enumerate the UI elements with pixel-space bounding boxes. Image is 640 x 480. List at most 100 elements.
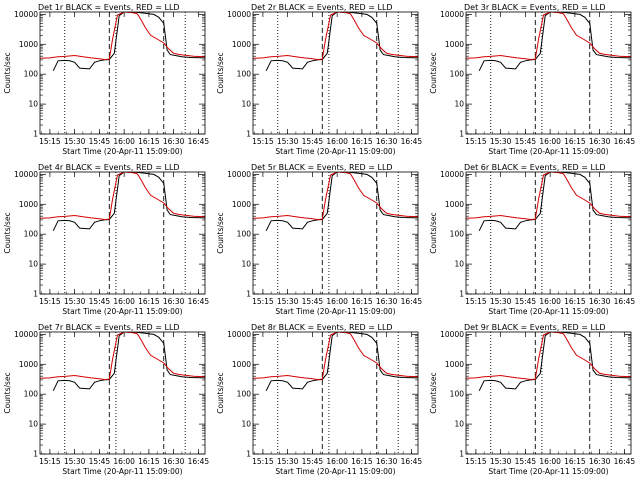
lld-series-line: [466, 172, 631, 221]
events-series-line: [265, 332, 418, 392]
x-tick-label: 16:30: [163, 457, 185, 466]
y-tick-label: 1000: [445, 360, 464, 369]
x-tick-label: 15:15: [465, 297, 487, 306]
x-axis-label: Start Time (20-Apr-11 15:09:00): [62, 307, 182, 316]
events-series-line: [52, 12, 205, 72]
x-tick-label: 16:00: [326, 297, 348, 306]
lld-series-line: [253, 12, 418, 61]
y-tick-label: 1000: [19, 40, 38, 49]
x-tick-label: 15:15: [465, 457, 487, 466]
x-tick-label: 16:15: [351, 297, 373, 306]
x-tick-label: 16:30: [376, 137, 398, 146]
y-tick-label: 1: [246, 130, 251, 139]
x-tick-label: 16:45: [614, 137, 636, 146]
y-tick-label: 10000: [227, 170, 251, 179]
x-tick-label: 16:15: [138, 137, 160, 146]
x-tick-label: 15:45: [89, 137, 111, 146]
x-tick-label: 16:45: [401, 297, 423, 306]
y-tick-label: 10000: [440, 330, 464, 339]
x-tick-label: 15:45: [515, 457, 537, 466]
y-tick-label: 100: [450, 70, 465, 79]
y-tick-label: 1000: [19, 360, 38, 369]
events-series-line: [478, 172, 631, 232]
x-tick-label: 15:30: [490, 137, 512, 146]
x-tick-label: 15:15: [39, 457, 61, 466]
lld-series-line: [466, 332, 631, 381]
chart-panel-5: Det 5r BLACK = Events, RED = LLD 1 10 100 10…: [216, 163, 422, 316]
y-tick-label: 100: [450, 390, 465, 399]
x-tick-label: 16:15: [564, 297, 586, 306]
x-tick-label: 15:30: [277, 457, 299, 466]
y-tick-label: 1: [33, 130, 38, 139]
lld-series-line: [253, 172, 418, 221]
x-tick-label: 15:30: [64, 457, 86, 466]
plot-frame: [465, 331, 632, 455]
chart-title: Det 6r BLACK = Events, RED = LLD: [464, 163, 606, 172]
y-axis-label: Counts/sec: [3, 212, 12, 253]
x-tick-label: 16:45: [401, 457, 423, 466]
x-tick-label: 16:00: [326, 137, 348, 146]
chart-panel-1: Det 1r BLACK = Events, RED = LLD 1 10 100 10…: [3, 3, 209, 156]
x-tick-label: 16:30: [589, 137, 611, 146]
x-tick-label: 16:45: [188, 457, 210, 466]
y-tick-label: 10000: [440, 10, 464, 19]
chart-title: Det 9r BLACK = Events, RED = LLD: [464, 323, 606, 332]
plot-frame: [465, 171, 632, 295]
x-tick-label: 15:15: [252, 137, 274, 146]
plot-area: [466, 12, 631, 134]
x-tick-label: 15:45: [89, 457, 111, 466]
plot-frame: [39, 171, 206, 295]
x-tick-label: 16:00: [326, 457, 348, 466]
x-tick-label: 16:00: [539, 457, 561, 466]
x-tick-label: 15:30: [490, 457, 512, 466]
x-tick-label: 16:30: [163, 137, 185, 146]
x-tick-label: 16:45: [614, 297, 636, 306]
x-tick-label: 16:30: [589, 457, 611, 466]
y-tick-label: 1: [246, 450, 251, 459]
y-tick-label: 10000: [227, 330, 251, 339]
x-tick-label: 15:45: [515, 297, 537, 306]
x-tick-label: 16:15: [138, 457, 160, 466]
lld-series-line: [40, 172, 205, 221]
chart-title: Det 4r BLACK = Events, RED = LLD: [38, 163, 180, 172]
y-tick-label: 1000: [232, 360, 251, 369]
x-tick-label: 16:30: [376, 457, 398, 466]
plot-frame: [465, 11, 632, 135]
chart-panel-7: Det 7r BLACK = Events, RED = LLD 1 10 100 10…: [3, 323, 209, 476]
y-tick-label: 10: [241, 420, 251, 429]
x-tick-label: 15:15: [39, 137, 61, 146]
y-axis-label: Counts/sec: [3, 372, 12, 413]
events-series-line: [265, 12, 418, 72]
x-tick-label: 15:30: [277, 297, 299, 306]
x-tick-label: 15:30: [64, 297, 86, 306]
x-tick-label: 15:45: [515, 137, 537, 146]
y-tick-label: 100: [237, 230, 252, 239]
x-tick-label: 16:15: [564, 137, 586, 146]
x-tick-label: 16:00: [113, 457, 135, 466]
x-tick-label: 15:15: [39, 297, 61, 306]
y-tick-label: 10: [454, 100, 464, 109]
plot-frame: [252, 171, 419, 295]
y-axis-label: Counts/sec: [429, 372, 438, 413]
x-tick-label: 15:45: [302, 137, 324, 146]
y-axis-label: Counts/sec: [216, 372, 225, 413]
plot-area: [40, 332, 205, 454]
chart-panel-9: Det 9r BLACK = Events, RED = LLD 1 10 100 10…: [429, 323, 635, 476]
y-tick-label: 10: [454, 420, 464, 429]
y-tick-label: 1000: [19, 200, 38, 209]
plot-area: [253, 332, 418, 454]
y-axis-label: Counts/sec: [429, 52, 438, 93]
x-tick-label: 16:45: [188, 297, 210, 306]
x-tick-label: 15:45: [302, 297, 324, 306]
x-axis-label: Start Time (20-Apr-11 15:09:00): [275, 147, 395, 156]
y-tick-label: 10: [28, 100, 38, 109]
x-tick-label: 16:00: [113, 297, 135, 306]
y-tick-label: 100: [24, 70, 39, 79]
plot-frame: [252, 331, 419, 455]
x-tick-label: 15:45: [302, 457, 324, 466]
x-tick-label: 15:30: [277, 137, 299, 146]
plot-area: [253, 12, 418, 134]
plot-frame: [252, 11, 419, 135]
chart-panel-3: Det 3r BLACK = Events, RED = LLD 1 10 100 10…: [429, 3, 635, 156]
